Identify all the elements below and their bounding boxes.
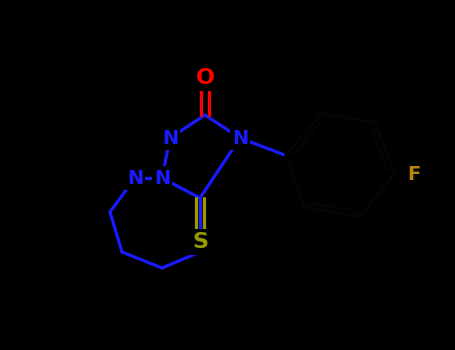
Text: F: F: [408, 165, 421, 184]
Text: N: N: [162, 128, 178, 147]
Text: N: N: [127, 168, 143, 188]
Text: N: N: [232, 128, 248, 147]
Text: S: S: [192, 232, 208, 252]
Text: O: O: [196, 68, 214, 88]
Text: N: N: [154, 168, 170, 188]
